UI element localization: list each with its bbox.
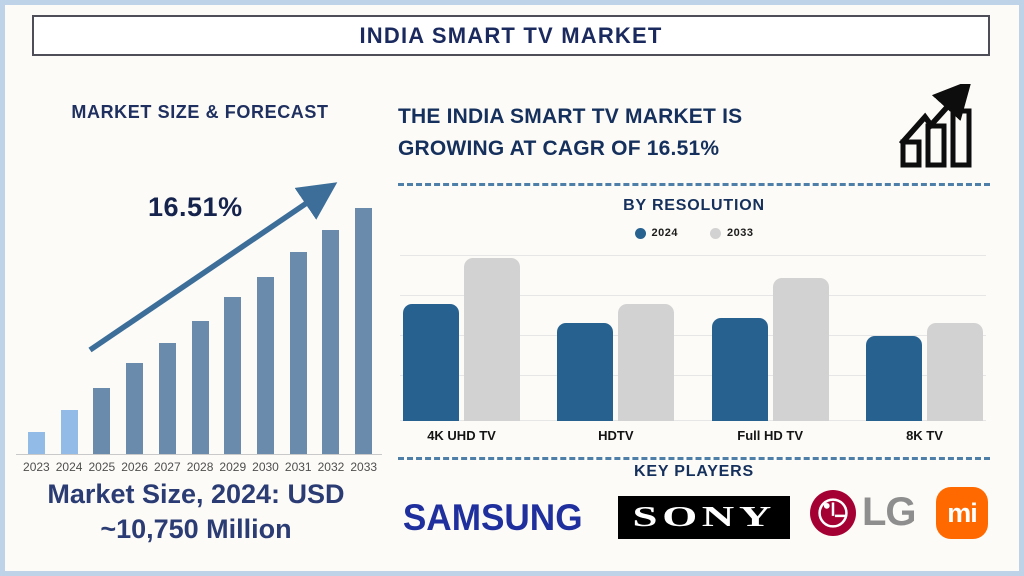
xiaomi-logo-text: mi bbox=[947, 497, 977, 528]
forecast-heading: MARKET SIZE & FORECAST bbox=[71, 102, 329, 122]
forecast-bar-column bbox=[282, 208, 315, 454]
forecast-bar-column bbox=[184, 208, 217, 454]
forecast-year-label: 2029 bbox=[219, 460, 247, 474]
forecast-year-label: 2024 bbox=[55, 460, 83, 474]
sony-logo: SONY bbox=[618, 496, 790, 539]
forecast-bar bbox=[257, 277, 274, 454]
caption-line-2: ~10,750 Million bbox=[100, 514, 292, 544]
forecast-bar-column bbox=[85, 208, 118, 454]
forecast-bar-column bbox=[249, 208, 282, 454]
forecast-year-label: 2032 bbox=[317, 460, 345, 474]
samsung-logo: SAMSUNG bbox=[402, 497, 583, 538]
dashed-divider-top bbox=[398, 183, 990, 186]
resolution-legend: 2024 2033 bbox=[398, 227, 990, 239]
resolution-group bbox=[865, 323, 984, 421]
resolution-chart-groups bbox=[400, 251, 986, 421]
forecast-bar bbox=[158, 343, 176, 454]
resolution-bar-2024 bbox=[403, 304, 459, 421]
forecast-bar-column bbox=[53, 208, 86, 454]
legend-dot bbox=[710, 227, 721, 239]
forecast-bar bbox=[27, 432, 45, 454]
resolution-category-label: 8K TV bbox=[906, 428, 943, 443]
title-bar: INDIA SMART TV MARKET bbox=[32, 15, 990, 56]
resolution-chart bbox=[400, 251, 986, 421]
forecast-bar bbox=[60, 410, 78, 454]
cagr-value-label: 16.51% bbox=[148, 192, 243, 222]
resolution-group bbox=[711, 278, 830, 421]
forecast-bar bbox=[322, 230, 340, 454]
resolution-group bbox=[402, 258, 521, 421]
growth-chart-icon bbox=[898, 84, 972, 168]
forecast-year-label: 2031 bbox=[284, 460, 312, 474]
page-title: INDIA SMART TV MARKET bbox=[359, 22, 663, 48]
forecast-chart-years: 2023 2024 2025 2026 2027 2028 2029 2030 2031 2032… bbox=[20, 460, 380, 474]
forecast-bar bbox=[93, 388, 111, 454]
forecast-year-label: 2033 bbox=[350, 460, 378, 474]
lg-emblem-icon bbox=[810, 490, 856, 536]
resolution-category-label: Full HD TV bbox=[737, 428, 804, 443]
cagr-headline-line-1: THE INDIA SMART TV MARKET IS bbox=[398, 105, 743, 128]
gridline bbox=[400, 295, 986, 296]
forecast-chart-bars bbox=[20, 208, 380, 454]
resolution-bar-2024 bbox=[711, 318, 768, 421]
resolution-bar-2033 bbox=[772, 278, 829, 421]
forecast-year-label: 2030 bbox=[252, 460, 279, 474]
key-players-heading: KEY PLAYERS bbox=[634, 463, 754, 480]
resolution-category-label: HDTV bbox=[598, 428, 634, 443]
gridline bbox=[400, 335, 986, 336]
legend-label: 2033 bbox=[727, 227, 754, 239]
forecast-bar bbox=[191, 321, 209, 454]
forecast-bar-column bbox=[118, 208, 151, 454]
resolution-group bbox=[556, 304, 675, 421]
cagr-headline-line-2: GROWING AT CAGR OF 16.51% bbox=[398, 137, 720, 160]
legend-item: 2024 bbox=[634, 227, 678, 239]
forecast-bar-column bbox=[216, 208, 249, 454]
resolution-bar-2033 bbox=[618, 304, 675, 421]
sony-logo-text: SONY bbox=[632, 501, 776, 533]
legend-label: 2024 bbox=[651, 227, 678, 239]
forecast-bar-column bbox=[151, 208, 184, 454]
forecast-axis-line bbox=[16, 454, 382, 455]
by-resolution-heading: BY RESOLUTION bbox=[623, 197, 765, 214]
resolution-bar-2024 bbox=[865, 336, 922, 421]
forecast-bar bbox=[289, 252, 307, 454]
forecast-year-label: 2028 bbox=[186, 460, 214, 474]
lg-logo-text: LG bbox=[862, 490, 917, 534]
cagr-headline: THE INDIA SMART TV MARKET IS GROWING AT … bbox=[398, 101, 848, 165]
resolution-chart-labels: 4K UHD TV HDTV Full HD TV 8K TV bbox=[400, 428, 986, 443]
gridline bbox=[400, 255, 986, 256]
forecast-bar-column bbox=[20, 208, 53, 454]
forecast-year-label: 2023 bbox=[23, 460, 50, 474]
forecast-year-label: 2027 bbox=[153, 460, 181, 474]
forecast-bar bbox=[224, 297, 242, 454]
caption-line-1: Market Size, 2024: USD bbox=[47, 479, 345, 509]
forecast-year-label: 2026 bbox=[121, 460, 148, 474]
forecast-bar-column bbox=[315, 208, 348, 454]
forecast-bar-column bbox=[347, 208, 380, 454]
market-size-caption: Market Size, 2024: USD ~10,750 Million bbox=[10, 477, 382, 547]
resolution-bar-2033 bbox=[464, 258, 520, 421]
forecast-bar bbox=[126, 363, 144, 454]
resolution-category-label: 4K UHD TV bbox=[427, 428, 496, 443]
legend-dot bbox=[634, 227, 646, 239]
trend-arrow-icon bbox=[88, 182, 338, 353]
gridline bbox=[400, 420, 986, 421]
xiaomi-logo: mi bbox=[936, 487, 988, 539]
forecast-year-label: 2025 bbox=[88, 460, 116, 474]
dashed-divider-bottom bbox=[398, 457, 990, 460]
legend-item: 2033 bbox=[710, 227, 753, 239]
resolution-bar-2033 bbox=[926, 323, 983, 421]
forecast-bar bbox=[355, 208, 373, 454]
gridline bbox=[400, 375, 986, 376]
resolution-bar-2024 bbox=[557, 323, 614, 421]
